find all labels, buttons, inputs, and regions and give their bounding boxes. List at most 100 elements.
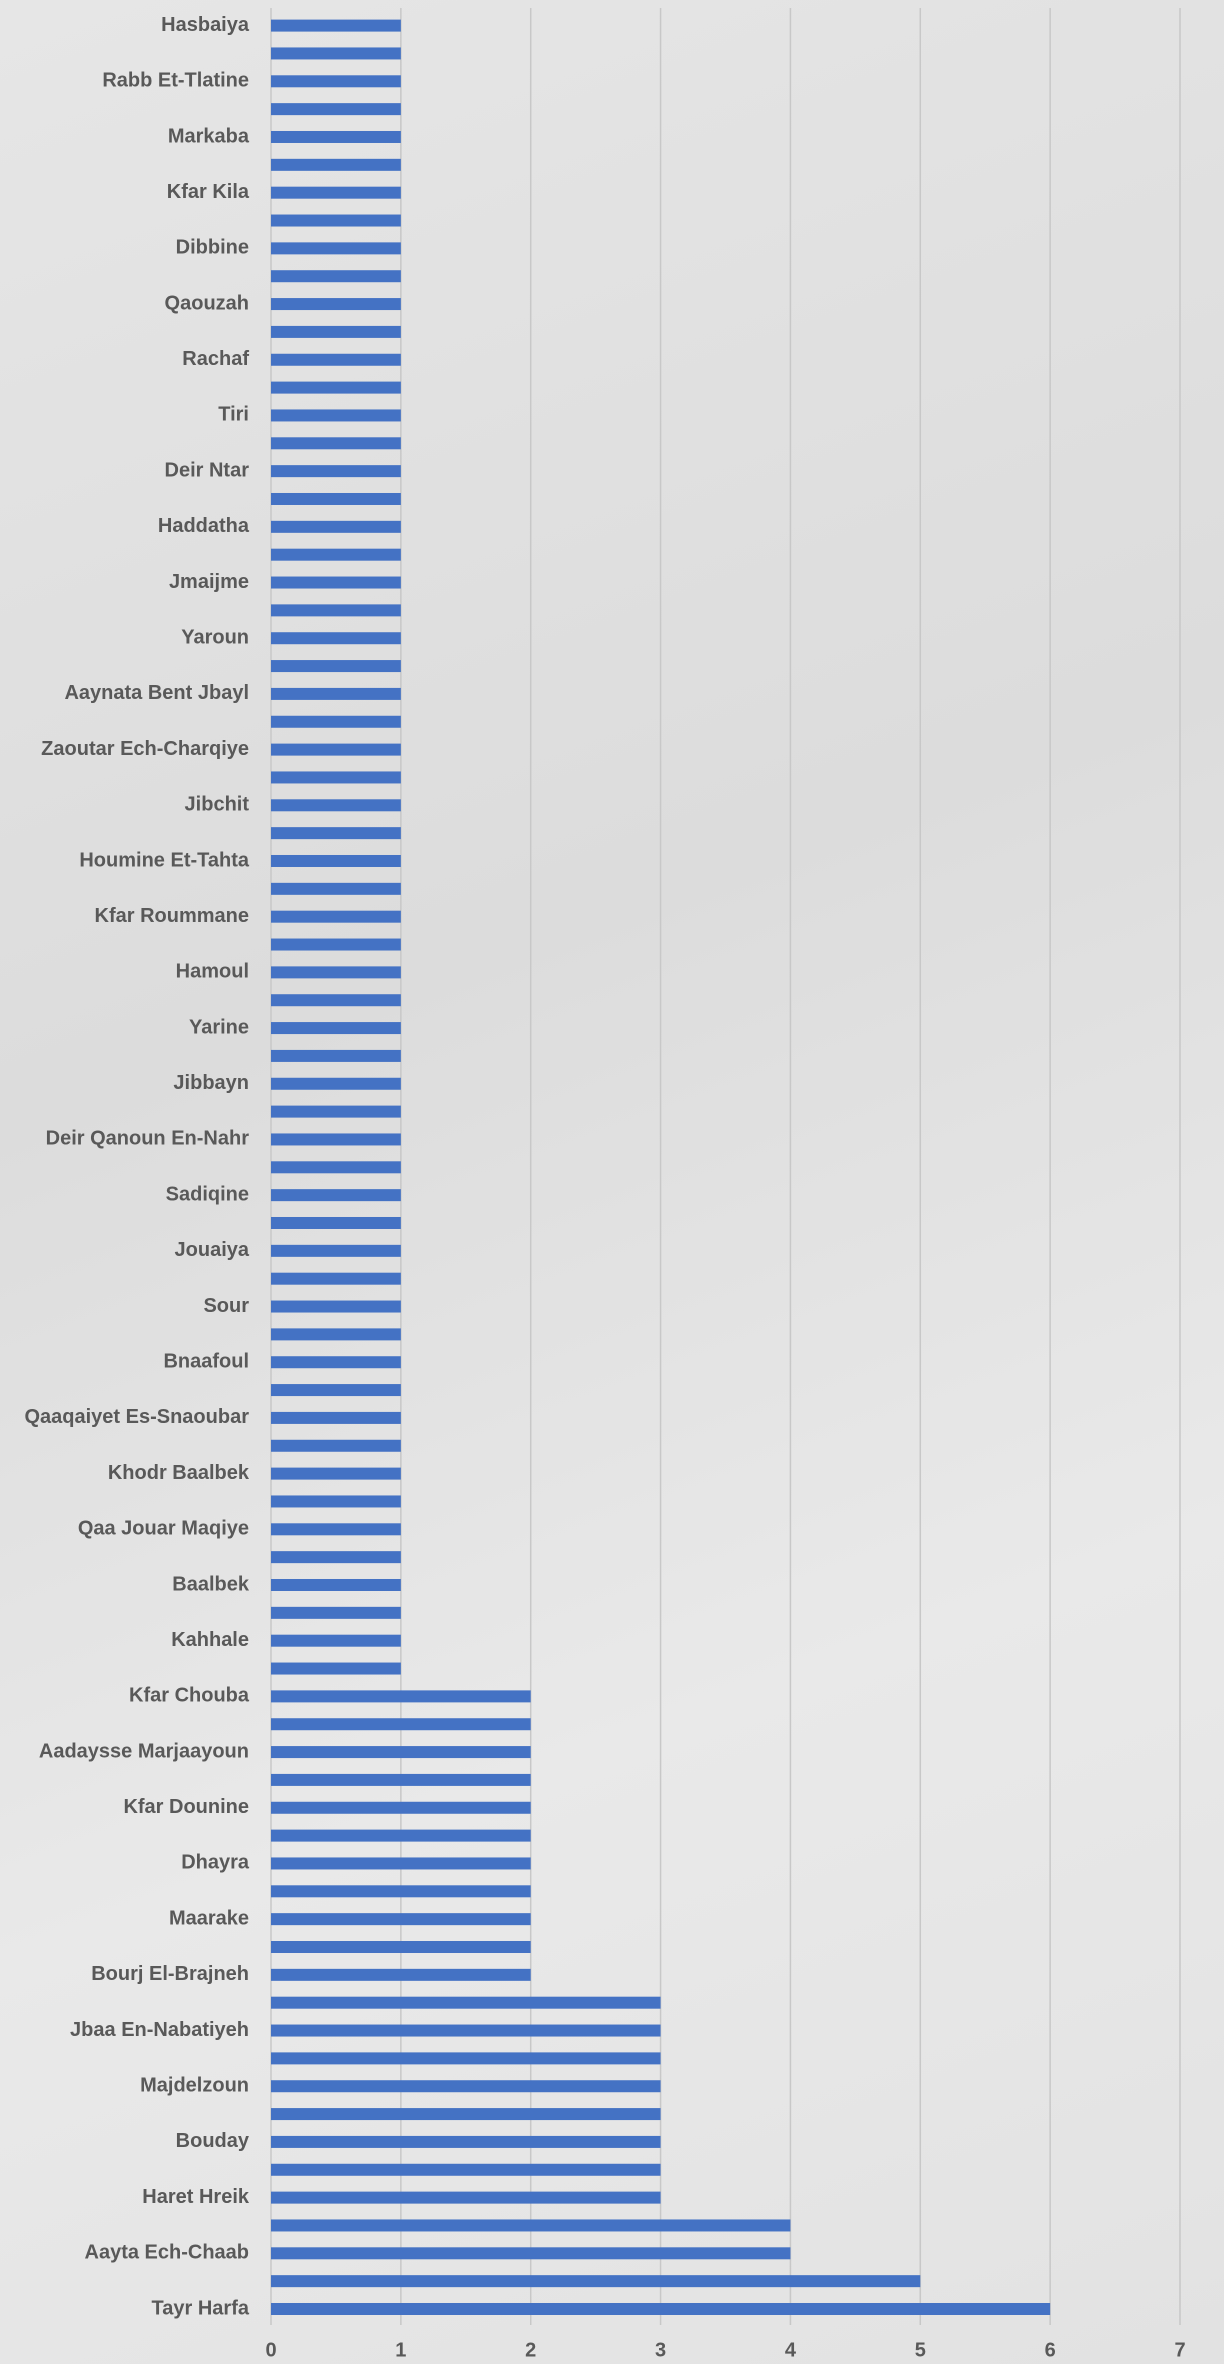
- bar: [271, 1718, 531, 1731]
- bar: [271, 882, 401, 895]
- bar: [271, 854, 401, 867]
- y-tick-label: Aaynata Bent Jbayl: [64, 682, 249, 704]
- y-tick-label: Baalbek: [172, 1573, 250, 1595]
- x-tick-label: 5: [915, 2339, 926, 2361]
- y-tick-label: Rachaf: [182, 348, 249, 370]
- y-tick-label: Jibbayn: [173, 1072, 249, 1094]
- bar: [271, 1829, 531, 1842]
- x-tick-label: 6: [1045, 2339, 1056, 2361]
- y-tick-label: Qaa Jouar Maqiye: [78, 1518, 249, 1540]
- x-tick-label: 2: [525, 2339, 536, 2361]
- bar: [271, 2219, 791, 2232]
- bar: [271, 1411, 401, 1424]
- bar: [271, 103, 401, 116]
- bar: [271, 632, 401, 645]
- bar: [271, 799, 401, 812]
- bar: [271, 1662, 401, 1675]
- bar: [271, 1189, 401, 1202]
- bar: [271, 437, 401, 450]
- bar: [271, 2135, 661, 2148]
- bar: [271, 2024, 661, 2037]
- bar: [271, 492, 401, 505]
- bar: [271, 1049, 401, 1062]
- bar: [271, 47, 401, 60]
- y-tick-label: Majdelzoun: [140, 2075, 249, 2097]
- bar: [271, 19, 401, 32]
- bar: [271, 2108, 661, 2121]
- y-tick-label: Houmine Et-Tahta: [79, 849, 250, 871]
- bar: [271, 910, 401, 923]
- y-tick-label: Aadaysse Marjaayoun: [39, 1740, 249, 1762]
- y-tick-label: Maarake: [169, 1907, 249, 1929]
- bar: [271, 2303, 1051, 2315]
- bar: [271, 1551, 401, 1564]
- bar: [271, 1578, 401, 1591]
- x-tick-label: 1: [395, 2339, 406, 2361]
- y-tick-label: Jibchit: [185, 794, 250, 816]
- bar: [271, 827, 401, 840]
- bar: [271, 2191, 661, 2204]
- y-tick-label: Khodr Baalbek: [108, 1462, 250, 1484]
- y-tick-label: Bourj El-Brajneh: [91, 1963, 249, 1985]
- bar: [271, 465, 401, 478]
- bar: [271, 270, 401, 283]
- bar: [271, 966, 401, 979]
- bar: [271, 1133, 401, 1146]
- bar: [271, 214, 401, 227]
- y-tick-label: Aayta Ech-Chaab: [85, 2242, 250, 2264]
- bar: [271, 1773, 531, 1786]
- bar: [271, 186, 401, 199]
- y-tick-label: Bnaafoul: [163, 1351, 249, 1373]
- y-tick-label: Markaba: [168, 125, 250, 147]
- y-tick-label: Hasbaiya: [161, 14, 250, 36]
- bar: [271, 1077, 401, 1090]
- y-tick-label: Kfar Kila: [167, 181, 250, 203]
- bar: [271, 1467, 401, 1480]
- y-tick-label: Jbaa En-Nabatiyeh: [70, 2019, 249, 2041]
- y-tick-label: Zaoutar Ech-Charqiye: [41, 738, 249, 760]
- bar: [271, 1356, 401, 1369]
- y-tick-label: Yaroun: [181, 627, 249, 649]
- y-tick-label: Jmaijme: [169, 571, 249, 593]
- y-tick-label: Deir Qanoun En-Nahr: [46, 1128, 250, 1150]
- bar: [271, 1216, 401, 1229]
- bar: [271, 687, 401, 700]
- bar: [271, 548, 401, 561]
- bar: [271, 1690, 531, 1703]
- y-tick-label: Yarine: [189, 1016, 249, 1038]
- y-tick-label: Qaaqaiyet Es-Snaoubar: [24, 1406, 249, 1428]
- bar: [271, 604, 401, 617]
- y-tick-label: Qaouzah: [165, 292, 249, 314]
- bar: [271, 158, 401, 171]
- bar: [271, 1022, 401, 1035]
- bar: [271, 353, 401, 366]
- bar: [271, 325, 401, 338]
- bar: [271, 75, 401, 88]
- bar: [271, 1801, 531, 1814]
- y-tick-label: Sour: [203, 1295, 249, 1317]
- bar: [271, 1384, 401, 1397]
- bar: [271, 2247, 791, 2260]
- bar: [271, 1300, 401, 1313]
- y-tick-label: Dhayra: [181, 1852, 250, 1874]
- bar: [271, 520, 401, 533]
- bar: [271, 715, 401, 728]
- bar: [271, 771, 401, 784]
- y-tick-label: Kfar Dounine: [123, 1796, 249, 1818]
- bar: [271, 2052, 661, 2065]
- bar: [271, 1328, 401, 1341]
- y-tick-label: Hamoul: [176, 961, 249, 983]
- y-tick-label: Dibbine: [176, 237, 249, 259]
- x-tick-label: 3: [655, 2339, 666, 2361]
- bar: [271, 660, 401, 673]
- y-tick-label: Haddatha: [158, 515, 250, 537]
- bar: [271, 994, 401, 1007]
- x-tick-label: 0: [265, 2339, 276, 2361]
- bar: [271, 1105, 401, 1118]
- bar: [271, 242, 401, 255]
- bar: [271, 576, 401, 589]
- bar: [271, 1272, 401, 1285]
- bar: [271, 1746, 531, 1759]
- y-tick-label: Haret Hreik: [142, 2186, 250, 2208]
